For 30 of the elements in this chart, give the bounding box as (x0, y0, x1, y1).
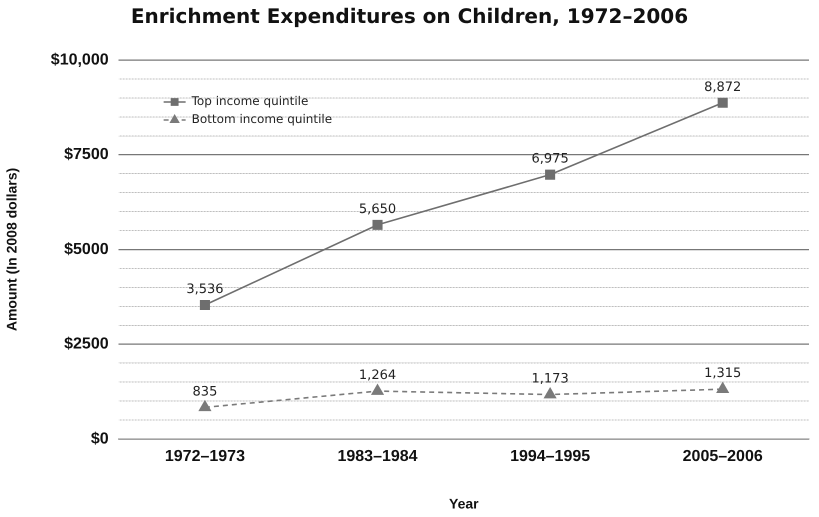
data-label: 1,173 (532, 372, 569, 387)
x-axis-title: Year (449, 495, 480, 512)
point (716, 382, 729, 393)
y-axis-title: Amount (In 2008 dollars) (3, 168, 20, 332)
legend-label: Top income quintile (190, 94, 308, 108)
x-tick-label: 1994–1995 (510, 448, 590, 466)
x-tick-label: 1972–1973 (164, 448, 246, 466)
point (198, 400, 211, 412)
y-tick-label: $0 (90, 430, 109, 448)
point (200, 300, 210, 310)
point (544, 388, 556, 398)
x-tick-label: 2005–2006 (682, 448, 763, 466)
point (372, 384, 384, 395)
data-label: 1,315 (704, 366, 742, 382)
y-tick-label: $5000 (64, 240, 109, 258)
y-tick-label: $10,000 (50, 51, 109, 68)
y-tick-label: $2500 (64, 336, 109, 353)
data-label: 8,872 (704, 80, 742, 95)
point (372, 220, 383, 230)
data-label: 1,264 (358, 368, 396, 384)
y-tick-label: $7500 (64, 146, 109, 164)
data-label: 5,650 (358, 202, 396, 217)
chart-title: Enrichment Expenditures on Children, 1972–2006 (130, 4, 690, 28)
data-label: 3,536 (186, 282, 224, 297)
point (718, 98, 728, 108)
data-label: 6,975 (532, 152, 569, 167)
legend-label: Bottom income quintile (192, 112, 332, 126)
x-tick-label: 1983–1984 (337, 448, 418, 466)
data-label: 835 (192, 384, 218, 400)
point (545, 170, 556, 180)
